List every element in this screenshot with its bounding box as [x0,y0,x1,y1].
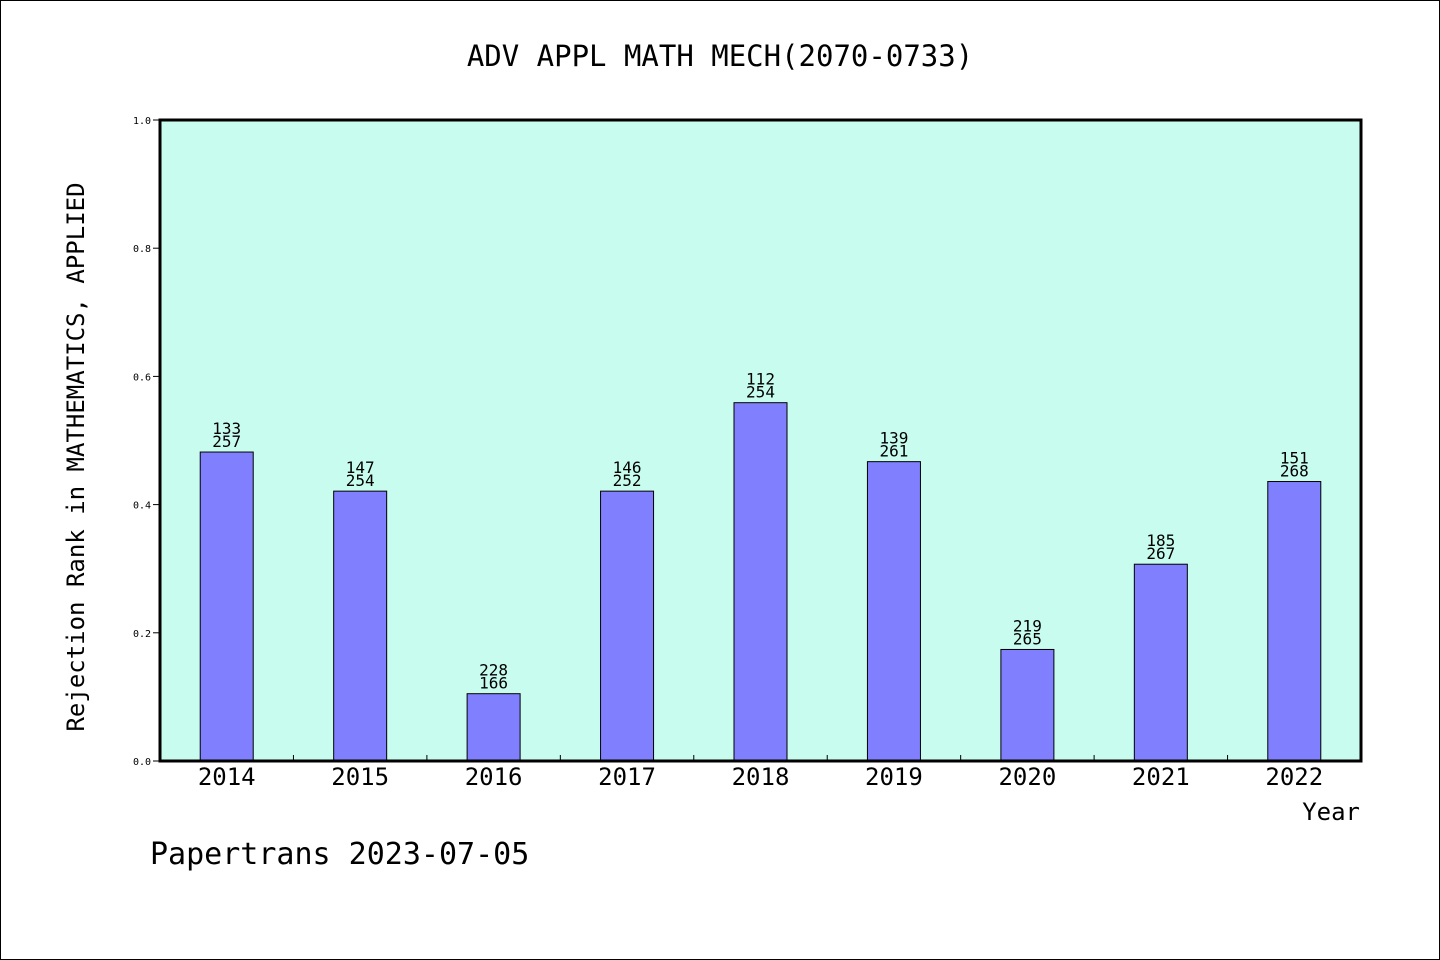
bar-label-top: 228 [479,661,508,680]
footer-text: Papertrans 2023-07-05 [150,837,529,872]
y-tick-label: 0.6 [133,372,151,383]
bar [600,490,655,762]
y-tick-label: 0.8 [133,244,151,255]
bar-label-top: 146 [613,458,642,477]
x-tick-label: 2015 [331,763,389,791]
bar-label-bottom: 261 [879,442,908,461]
x-tick-label: 2017 [598,763,656,791]
bars-group: 1332571472542281661462521122541392612192… [199,370,1322,762]
bar [466,693,521,762]
x-tick-label: 2021 [1132,763,1190,791]
bar-label-bottom: 257 [212,432,241,451]
x-axis-label: Year [1302,798,1360,826]
bar [733,402,788,762]
bar-label-top: 185 [1146,531,1175,550]
bar [866,461,921,762]
x-tick-label: 2014 [198,763,256,791]
bar-label-bottom: 254 [346,471,375,490]
bar [199,451,254,762]
bar-label-bottom: 166 [479,674,508,693]
bar [1000,648,1055,762]
x-tick-label: 2016 [465,763,523,791]
bar [333,490,388,762]
bar [1133,563,1188,762]
y-axis-label: Rejection Rank in MATHEMATICS, APPLIED [62,182,90,731]
x-tick-label: 2022 [1265,763,1323,791]
x-axis: 2014 2015 2016 2017 2018 2019 2020 2021 2022 [198,755,1323,791]
y-axis: 0.0 0.2 0.4 0.6 0.8 1.0 [133,116,160,768]
bar-label-top: 133 [212,419,241,438]
y-tick-label: 1.0 [133,116,151,127]
bar [1267,481,1322,762]
y-tick-label: 0.0 [133,757,151,768]
bar-label-top: 112 [746,370,775,389]
plot-border [158,118,1363,763]
bar-label-bottom: 267 [1146,544,1175,563]
chart-title: ADV APPL MATH MECH(2070-0733) [467,39,973,73]
y-tick-label: 0.4 [133,501,151,512]
y-tick-label: 0.2 [133,629,151,640]
bar-label-bottom: 254 [746,383,775,402]
bar-label-bottom: 268 [1280,462,1309,481]
bar-label-bottom: 265 [1013,629,1042,648]
x-tick-label: 2018 [732,763,790,791]
bar-label-top: 151 [1280,449,1309,468]
bar-label-bottom: 252 [613,471,642,490]
bar-label-top: 147 [346,458,375,477]
x-tick-label: 2020 [998,763,1056,791]
bar-label-top: 219 [1013,616,1042,635]
bar-label-top: 139 [879,429,908,448]
x-tick-label: 2019 [865,763,923,791]
